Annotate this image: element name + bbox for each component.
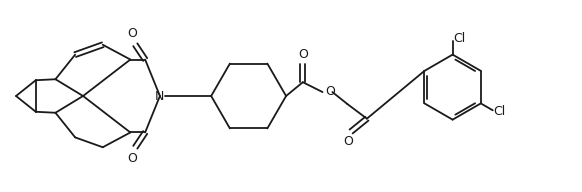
Text: Cl: Cl <box>494 105 506 118</box>
Text: O: O <box>325 84 335 98</box>
Text: Cl: Cl <box>453 32 466 45</box>
Text: O: O <box>127 152 137 165</box>
Text: O: O <box>298 48 308 61</box>
Text: O: O <box>343 135 353 148</box>
Text: O: O <box>127 27 137 40</box>
Text: N: N <box>155 89 165 103</box>
